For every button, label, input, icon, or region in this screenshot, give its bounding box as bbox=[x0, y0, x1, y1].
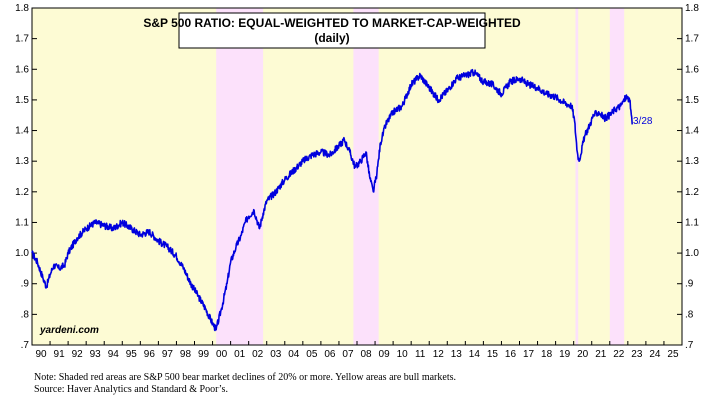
y-tick-label-left: 1.7 bbox=[15, 34, 29, 45]
x-tick-label: 05 bbox=[306, 349, 318, 360]
x-tick-label: 90 bbox=[35, 349, 47, 360]
x-tick-label: 01 bbox=[234, 349, 246, 360]
x-tick-label: 13 bbox=[451, 349, 463, 360]
y-axis: .7 .7 .8 .8 .9 .9 1.0 1.0 1.1 1.1 1.2 1.2 1.3 1.3 1.4 1… bbox=[15, 3, 699, 351]
x-tick-label: 23 bbox=[631, 349, 643, 360]
x-tick-label: 91 bbox=[54, 349, 66, 360]
y-tick-label-left: 1.1 bbox=[15, 217, 29, 228]
y-tick-label-left: .7 bbox=[21, 340, 30, 351]
y-tick-label-right: .9 bbox=[685, 279, 694, 290]
x-tick-label: 08 bbox=[360, 349, 372, 360]
y-tick-label-left: .9 bbox=[21, 279, 30, 290]
bear-market-band-2 bbox=[575, 8, 579, 345]
x-tick-label: 21 bbox=[595, 349, 607, 360]
y-tick-label-left: 1.3 bbox=[15, 156, 29, 167]
x-tick-label: 00 bbox=[216, 349, 228, 360]
y-tick-label-right: 1.0 bbox=[685, 248, 699, 259]
bear-market-band-0 bbox=[216, 8, 264, 345]
x-tick-label: 06 bbox=[324, 349, 336, 360]
x-tick-label: 22 bbox=[613, 349, 625, 360]
x-tick-label: 14 bbox=[469, 349, 481, 360]
ratio-line bbox=[31, 68, 633, 332]
x-tick-label: 09 bbox=[379, 349, 391, 360]
watermark: yardeni.com bbox=[39, 325, 99, 336]
x-tick-label: 20 bbox=[577, 349, 589, 360]
bear-market-band-3 bbox=[609, 8, 625, 345]
x-tick-label: 03 bbox=[270, 349, 282, 360]
y-tick-label-right: .8 bbox=[685, 309, 694, 320]
y-tick-label-left: 1.6 bbox=[15, 64, 29, 75]
x-tick-label: 10 bbox=[397, 349, 409, 360]
chart-title: S&P 500 RATIO: EQUAL-WEIGHTED TO MARKET-… bbox=[143, 16, 521, 30]
x-tick-label: 12 bbox=[433, 349, 445, 360]
source-text: Source: Haver Analytics and Standard & P… bbox=[34, 384, 228, 395]
bear-market-shading bbox=[216, 8, 625, 345]
y-tick-label-left: 1.4 bbox=[15, 126, 29, 137]
x-tick-label: 95 bbox=[126, 349, 138, 360]
x-tick-label: 25 bbox=[667, 349, 679, 360]
end-date-label: 3/28 bbox=[633, 116, 653, 127]
x-tick-label: 98 bbox=[180, 349, 192, 360]
x-tick-label: 97 bbox=[162, 349, 174, 360]
x-tick-label: 93 bbox=[90, 349, 102, 360]
x-tick-label: 24 bbox=[649, 349, 661, 360]
y-tick-label-left: 1.5 bbox=[15, 95, 29, 106]
x-tick-label: 16 bbox=[505, 349, 517, 360]
bear-market-band-1 bbox=[353, 8, 379, 345]
x-tick-label: 11 bbox=[415, 349, 426, 360]
x-tick-label: 96 bbox=[144, 349, 156, 360]
x-tick-label: 04 bbox=[288, 349, 300, 360]
x-tick-label: 18 bbox=[541, 349, 553, 360]
y-tick-label-left: 1.8 bbox=[15, 3, 29, 14]
x-tick-label: 19 bbox=[559, 349, 571, 360]
y-tick-label-left: 1.2 bbox=[15, 187, 29, 198]
y-tick-label-right: 1.2 bbox=[685, 187, 699, 198]
y-tick-label-right: 1.6 bbox=[685, 64, 699, 75]
y-tick-label-right: 1.3 bbox=[685, 156, 699, 167]
y-tick-label-right: .7 bbox=[685, 340, 694, 351]
y-tick-label-right: 1.1 bbox=[685, 217, 699, 228]
y-tick-label-left: .8 bbox=[21, 309, 30, 320]
note-text: Note: Shaded red areas are S&P 500 bear … bbox=[34, 372, 456, 383]
x-tick-label: 15 bbox=[487, 349, 499, 360]
x-tick-label: 99 bbox=[198, 349, 210, 360]
title-box bbox=[178, 12, 486, 49]
y-tick-label-right: 1.5 bbox=[685, 95, 699, 106]
chart-subtitle: (daily) bbox=[314, 31, 349, 45]
x-tick-label: 02 bbox=[252, 349, 264, 360]
y-tick-label-right: 1.4 bbox=[685, 126, 699, 137]
x-axis: 90 91 92 93 94 95 96 97 98 99 00 01 02 03 04 05 06 07 08 09… bbox=[31, 341, 683, 360]
x-tick-label: 07 bbox=[342, 349, 354, 360]
x-tick-label: 94 bbox=[108, 349, 120, 360]
y-tick-label-left: 1.0 bbox=[15, 248, 29, 259]
y-tick-label-right: 1.8 bbox=[685, 3, 699, 14]
x-tick-label: 17 bbox=[523, 349, 535, 360]
x-tick-label: 92 bbox=[72, 349, 84, 360]
y-tick-label-right: 1.7 bbox=[685, 34, 699, 45]
